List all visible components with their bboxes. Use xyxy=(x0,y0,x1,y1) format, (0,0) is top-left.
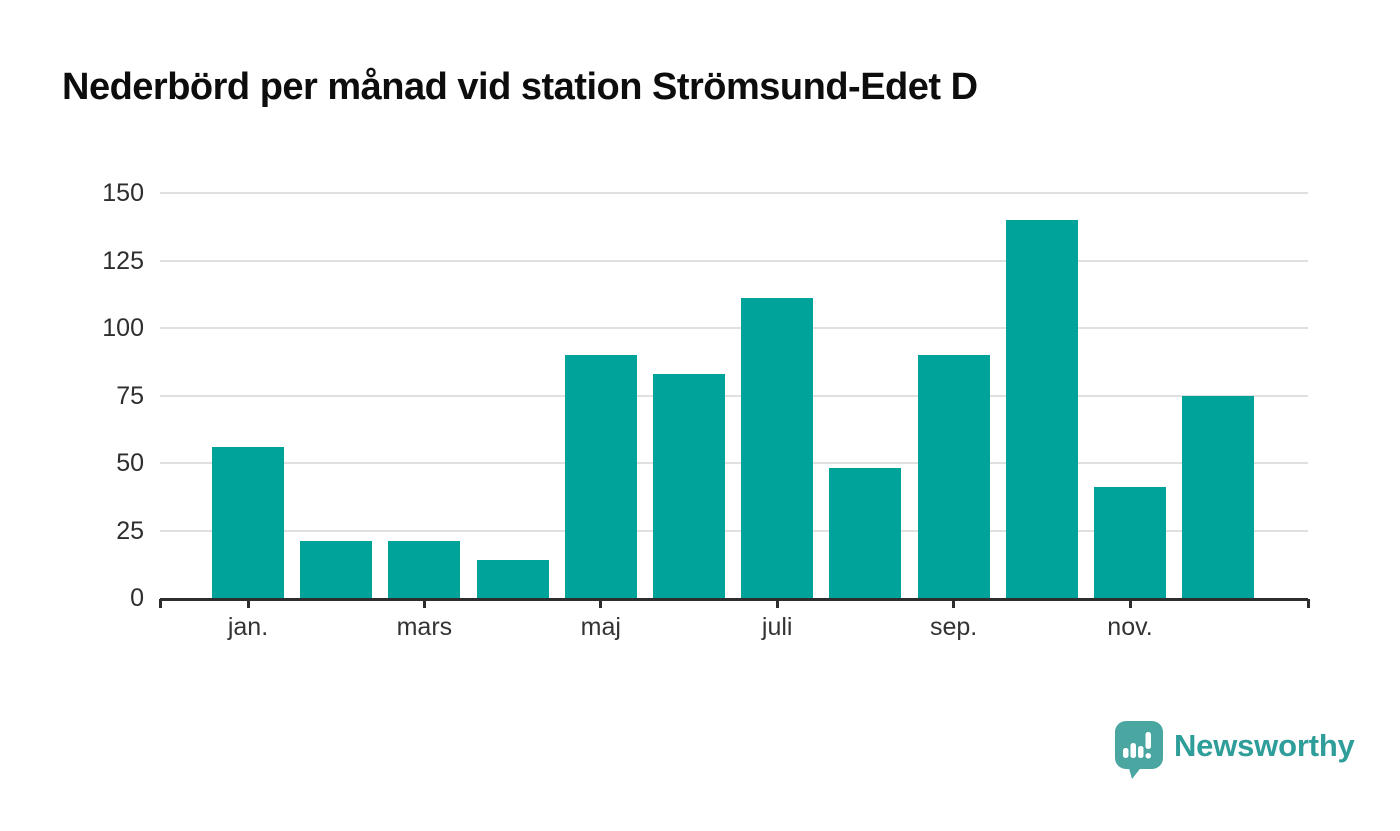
y-tick-label: 0 xyxy=(130,584,144,612)
bar-nov. xyxy=(1094,487,1166,598)
axis-outer-tick xyxy=(1306,599,1310,608)
y-tick-label: 75 xyxy=(116,381,144,410)
bar-sep. xyxy=(917,355,990,598)
x-tick xyxy=(775,599,779,608)
x-tick-label: sep. xyxy=(929,613,978,641)
x-tick-label: mars xyxy=(396,613,453,641)
x-tick xyxy=(1128,599,1132,608)
bar-chart-plot: 0 25 50 75 100 125 150 jan. mars maj juli sep. nov. xyxy=(102,179,1310,641)
x-tick xyxy=(952,599,956,608)
brand-name: Newsworthy xyxy=(1174,727,1355,763)
chart-title: Nederbörd per månad vid station Strömsun… xyxy=(62,66,978,108)
y-tick-label: 50 xyxy=(116,449,144,477)
bar-aug. xyxy=(829,468,902,598)
x-tick-label: juli xyxy=(761,613,793,641)
brand-footer: Newsworthy xyxy=(1115,721,1355,779)
x-tick-label: jan. xyxy=(227,613,269,641)
x-tick xyxy=(422,599,426,608)
gridline xyxy=(160,462,1308,464)
bar-dec. xyxy=(1182,395,1255,598)
bar-juli xyxy=(741,298,814,598)
gridline xyxy=(160,529,1308,532)
newsworthy-logo-icon xyxy=(1115,721,1163,779)
bar-apr. xyxy=(476,560,549,598)
gridline xyxy=(160,259,1308,262)
bar-jan. xyxy=(212,446,284,598)
bar-feb. xyxy=(300,541,373,598)
y-tick-label: 150 xyxy=(102,179,144,207)
bar-maj xyxy=(564,355,637,598)
bar-mars xyxy=(388,541,461,598)
x-tick xyxy=(599,599,603,608)
gridline xyxy=(160,394,1308,397)
x-tick xyxy=(246,599,250,608)
y-tick-label: 100 xyxy=(102,314,144,342)
bar-okt. xyxy=(1005,220,1078,598)
y-tick-label: 25 xyxy=(116,516,144,545)
y-tick-label: 125 xyxy=(102,246,144,275)
gridline xyxy=(160,192,1308,194)
x-tick-label: maj xyxy=(580,613,621,641)
x-tick-label: nov. xyxy=(1107,613,1153,641)
gridline xyxy=(160,327,1308,329)
bar-juni xyxy=(653,373,725,598)
axis-outer-tick xyxy=(158,599,162,608)
